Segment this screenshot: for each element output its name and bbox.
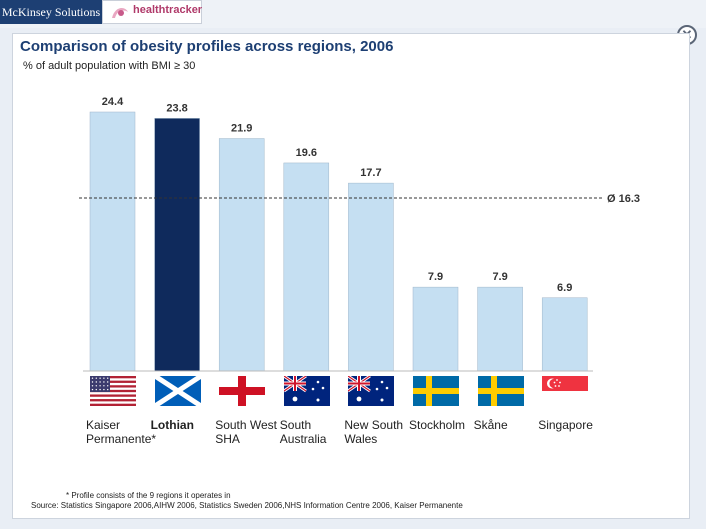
region-label-line: Lothian [150, 418, 194, 432]
bar [541, 297, 588, 372]
region-label-line: Skåne [473, 418, 508, 432]
source-note: Source: Statistics Singapore 2006,AIHW 2… [31, 501, 463, 510]
region-label-line: Stockholm [409, 418, 466, 432]
region-label: South Australia [280, 418, 327, 446]
region-label: New South Wales [344, 418, 403, 446]
bar [412, 286, 459, 372]
data-label: 17.7 [360, 167, 381, 179]
flag-sweden-icon [477, 376, 524, 406]
region-label: Skåne [474, 418, 508, 432]
footnote: * Profile consists of the 9 regions it o… [66, 491, 231, 500]
average-label: Ø 16.3 [607, 193, 640, 205]
flag-australia-icon [283, 376, 330, 406]
data-label: 19.6 [296, 147, 317, 159]
bar [154, 118, 200, 372]
data-label: 7.9 [428, 271, 443, 283]
chart-title: Comparison of obesity profiles across re… [20, 38, 394, 55]
data-label: 6.9 [557, 282, 572, 294]
flag-scotland-icon [154, 376, 201, 406]
region-label-line: Wales [344, 432, 378, 446]
flag-usa-icon [90, 376, 136, 406]
top-bar: McKinsey Solutions healthtracker [0, 0, 706, 28]
bar [348, 182, 394, 372]
bar [477, 286, 523, 372]
region-label: Singapore [538, 418, 593, 432]
flag-sweden-icon [413, 376, 459, 406]
product-logo[interactable]: healthtracker [102, 0, 202, 24]
product-name: healthtracker [133, 4, 203, 16]
data-label: 23.8 [166, 102, 187, 114]
region-label: Stockholm [409, 418, 465, 432]
bar [89, 111, 136, 372]
region-label: Lothian [151, 418, 194, 432]
region-label-line: Singapore [538, 418, 593, 432]
bar [218, 138, 265, 372]
region-label: South West SHA [215, 418, 277, 446]
region-label-line: South [279, 418, 312, 432]
region-label-line: SHA [215, 432, 240, 446]
region-label-line: Permanente* [86, 432, 157, 446]
flag-australia-icon [348, 376, 395, 406]
data-label: 21.9 [231, 123, 252, 135]
region-label-line: South West [215, 418, 277, 432]
region-label-line: Australia [279, 432, 327, 446]
bar [283, 162, 330, 372]
region-label: Kaiser Permanente* [86, 418, 156, 446]
chart-subtitle: % of adult population with BMI ≥ 30 [23, 60, 196, 72]
flag-england-icon [219, 376, 266, 406]
data-label: 7.9 [492, 271, 507, 283]
data-label: 24.4 [102, 96, 124, 108]
region-label-line: New South [344, 418, 404, 432]
brand-logo[interactable]: McKinsey Solutions [0, 0, 102, 24]
chart-panel: Comparison of obesity profiles across re… [12, 33, 690, 519]
bar-chart: 24.4 23.8 21.9 19.6 17.7 7.9 7.9 6.9 Ø 16.3 [79, 96, 640, 372]
region-label-line: Kaiser [86, 418, 121, 432]
swirl-icon [112, 8, 128, 18]
flag-singapore-icon [542, 376, 589, 406]
